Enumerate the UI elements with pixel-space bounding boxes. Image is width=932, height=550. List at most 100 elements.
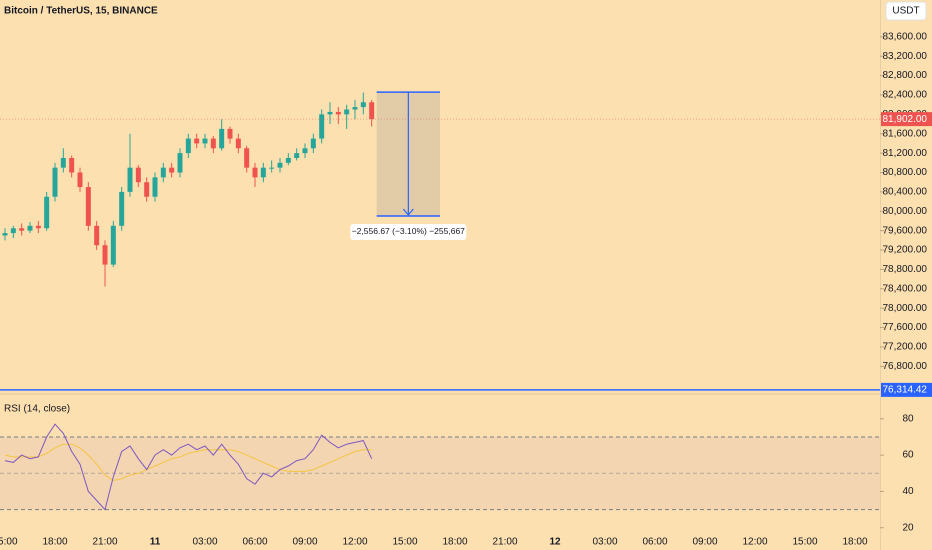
hline-tag	[881, 382, 932, 397]
candle-body	[60, 157, 66, 168]
rsi-tick-label: 40	[902, 486, 914, 497]
rsi-tick-label: 60	[902, 450, 914, 461]
candle-body	[244, 148, 250, 168]
candle-body	[352, 107, 358, 110]
candle-body	[202, 138, 208, 144]
measure-label-box	[350, 223, 467, 240]
candle-body	[94, 225, 100, 246]
candle-body	[52, 167, 58, 197]
y-tick-label: 83,600.00	[883, 31, 928, 42]
candle-body	[35, 225, 41, 229]
hline-label: 76,314.42	[883, 385, 928, 396]
rsi-tick-label: 20	[902, 522, 914, 533]
rsi-band	[0, 436, 880, 510]
x-tick-label: 21:00	[492, 537, 517, 548]
candle-body	[185, 138, 191, 154]
x-tick-label: 18:00	[842, 537, 867, 548]
candle-body	[310, 138, 316, 149]
candle-body	[135, 167, 141, 183]
measure-label: −2,556.67 (−3.10%) −255,667	[352, 226, 465, 236]
rsi-title: RSI (14, close)	[4, 404, 70, 415]
rsi-tick-label: 80	[902, 413, 914, 424]
candle-body	[294, 153, 300, 158]
x-tick-label: 12:00	[742, 537, 767, 548]
candle-body	[2, 233, 8, 236]
x-tick-label: 06:00	[642, 537, 667, 548]
y-tick-label: 81,600.00	[883, 128, 928, 139]
candle-body	[85, 187, 91, 226]
candle-body	[119, 191, 125, 226]
x-tick-label: 21:00	[92, 537, 117, 548]
y-tick-label: 83,200.00	[883, 51, 928, 62]
candle-body	[194, 138, 200, 144]
y-tick-label: 82,400.00	[883, 90, 928, 101]
candle-body	[269, 167, 275, 169]
x-tick-label: 09:00	[292, 537, 317, 548]
y-tick-label: 77,200.00	[883, 342, 928, 353]
y-tick-label: 80,800.00	[883, 167, 928, 178]
rsi-ma-line	[4, 443, 372, 482]
candle-body	[160, 167, 166, 178]
candle-body	[152, 177, 158, 197]
candle-body	[302, 148, 308, 154]
candle-body	[169, 167, 175, 173]
candle-body	[277, 162, 283, 168]
candle-body	[369, 102, 375, 120]
candle-body	[335, 111, 341, 115]
candle-body	[110, 225, 116, 265]
candle-body	[27, 225, 33, 231]
candle-body	[77, 172, 83, 188]
x-tick-label: 12	[549, 537, 561, 548]
x-tick-label: 03:00	[592, 537, 617, 548]
candle-body	[10, 228, 16, 234]
candle-body	[19, 228, 25, 231]
currency-label[interactable]: USDT	[892, 6, 919, 17]
candle-body	[319, 114, 325, 139]
candle-body	[44, 196, 50, 229]
y-tick-label: 78,000.00	[883, 303, 928, 314]
candle-body	[69, 157, 75, 173]
x-tick-label: 06:00	[242, 537, 267, 548]
y-tick-label: 77,600.00	[883, 322, 928, 333]
y-tick-label: 78,400.00	[883, 283, 928, 294]
candle-body	[235, 138, 241, 149]
chart-title: Bitcoin / TetherUS, 15, BINANCE	[4, 6, 158, 17]
y-tick-label: 81,200.00	[883, 148, 928, 159]
candle-body	[327, 111, 333, 115]
candle-body	[219, 128, 225, 149]
y-tick-label: 79,200.00	[883, 245, 928, 256]
y-tick-label: 80,400.00	[883, 187, 928, 198]
candle-body	[344, 109, 350, 115]
x-tick-label: 15:00	[0, 537, 18, 548]
y-tick-label: 78,800.00	[883, 264, 928, 275]
candle-body	[360, 102, 366, 108]
candle-body	[127, 167, 133, 192]
y-tick-label: 80,000.00	[883, 206, 928, 217]
candle-body	[210, 138, 216, 149]
candle-body	[102, 245, 108, 265]
x-tick-label: 15:00	[392, 537, 417, 548]
x-tick-label: 18:00	[442, 537, 467, 548]
x-tick-label: 03:00	[192, 537, 217, 548]
last-price-tag	[881, 112, 932, 127]
y-tick-label: 76,800.00	[883, 361, 928, 372]
x-tick-label: 15:00	[792, 537, 817, 548]
x-tick-label: 11	[150, 537, 161, 548]
candle-body	[260, 167, 266, 178]
measure-arrowhead	[402, 208, 414, 216]
y-tick-label: 79,600.00	[883, 225, 928, 236]
x-tick-label: 18:00	[42, 537, 67, 548]
candle-body	[177, 153, 183, 173]
x-tick-label: 09:00	[692, 537, 717, 548]
x-tick-label: 12:00	[342, 537, 367, 548]
candle-body	[285, 157, 291, 163]
y-tick-label: 82,800.00	[883, 70, 928, 81]
candle-body	[252, 167, 258, 178]
candle-body	[144, 182, 150, 197]
last-price-label: 81,902.00	[883, 114, 928, 125]
currency-button[interactable]	[885, 1, 927, 21]
rsi-line	[4, 423, 373, 511]
